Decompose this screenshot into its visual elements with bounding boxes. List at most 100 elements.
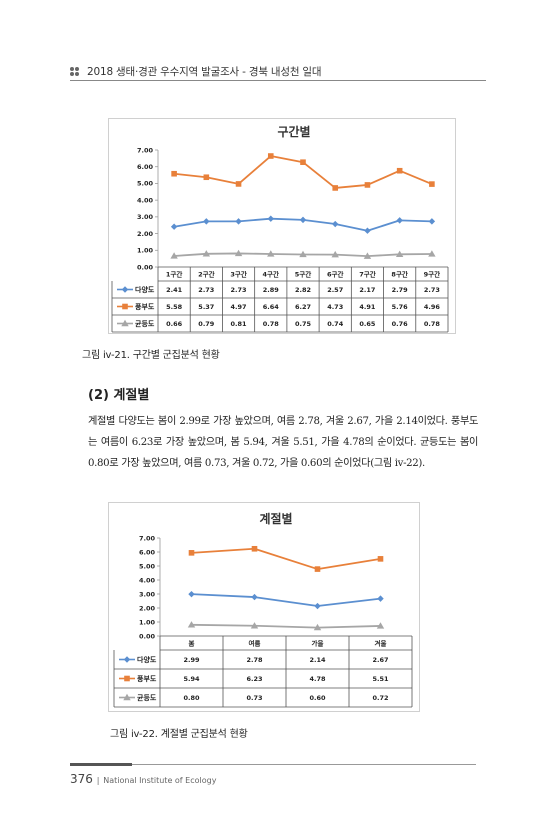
legend-entry: 풍부도	[135, 302, 155, 311]
y-tick-label: 1.00	[139, 618, 156, 626]
x-category-label: 봄	[189, 638, 195, 647]
data-point	[377, 595, 384, 602]
data-label: 6.23	[246, 675, 262, 683]
data-label: 2.14	[309, 656, 326, 664]
chart-frame	[108, 118, 456, 334]
series-line	[191, 547, 381, 570]
data-label: 4.73	[327, 303, 343, 311]
data-point	[188, 590, 195, 598]
data-point	[299, 216, 307, 224]
x-category-label: 9구간	[424, 269, 441, 278]
data-label: 2.73	[424, 286, 440, 294]
legend-marker	[121, 319, 129, 327]
chart-title: 구간별	[277, 124, 310, 139]
data-label: 2.73	[198, 286, 214, 294]
data-label: 2.79	[392, 286, 409, 294]
data-label: 5.51	[372, 675, 389, 683]
y-tick-label: 0.00	[139, 632, 156, 640]
data-label: 0.74	[327, 320, 344, 328]
data-point	[377, 556, 384, 562]
data-point	[396, 217, 403, 224]
legend-entry: 균등도	[135, 319, 155, 328]
running-header: 2018 생태·경관 우수지역 발굴조사 - 경북 내성천 일대	[70, 64, 322, 79]
y-tick-label: 3.00	[139, 590, 156, 598]
data-point	[428, 250, 436, 257]
body-paragraph: 계절별 다양도는 봄이 2.99로 가장 높았으며, 여름 2.78, 겨울 2…	[88, 416, 478, 469]
legend-marker	[124, 675, 130, 682]
data-point	[364, 182, 371, 188]
legend-marker	[121, 286, 129, 293]
footer: 376 | National Institute of Ecology	[70, 772, 216, 786]
y-tick-label: 7.00	[137, 146, 154, 154]
data-label: 2.17	[359, 286, 375, 294]
data-label: 5.37	[198, 303, 214, 311]
data-label: 2.89	[263, 286, 280, 294]
data-point	[299, 250, 307, 258]
x-category-label: 7구간	[359, 269, 376, 278]
running-header-text: 2018 생태·경관 우수지역 발굴조사 - 경북 내성천 일대	[87, 66, 322, 78]
section-heading: (2) 계절별	[88, 388, 150, 403]
x-category-label: 8구간	[391, 269, 408, 278]
y-tick-label: 1.00	[137, 247, 154, 255]
data-point	[203, 218, 210, 225]
data-label: 2.82	[295, 286, 311, 294]
data-label: 0.60	[309, 694, 326, 702]
data-point	[170, 252, 178, 259]
legend-entry: 다양도	[135, 285, 155, 294]
data-point	[251, 545, 258, 552]
x-category-label: 5구간	[295, 269, 312, 278]
y-tick-label: 2.00	[139, 604, 156, 612]
series-line	[191, 623, 381, 629]
series-line	[191, 593, 381, 607]
data-label: 2.73	[231, 286, 247, 294]
data-point	[170, 223, 178, 230]
data-label: 5.58	[166, 303, 183, 311]
data-label: 0.72	[372, 694, 388, 702]
data-point	[171, 170, 177, 177]
y-tick-label: 4.00	[139, 576, 156, 584]
data-label: 5.94	[183, 675, 200, 683]
data-point	[234, 249, 243, 257]
data-point	[395, 250, 404, 257]
y-tick-label: 6.00	[137, 163, 154, 171]
data-point	[314, 566, 321, 572]
data-point	[332, 185, 339, 191]
data-label: 2.99	[183, 656, 200, 664]
x-category-label: 6구간	[327, 269, 344, 278]
data-label: 5.76	[392, 303, 409, 311]
legend-marker	[123, 656, 131, 663]
footer-org: National Institute of Ecology	[103, 776, 217, 785]
data-label: 4.91	[359, 303, 376, 311]
data-label: 0.79	[198, 320, 215, 328]
data-label: 0.78	[263, 320, 280, 328]
data-label: 0.80	[183, 694, 200, 702]
y-tick-label: 5.00	[139, 562, 156, 570]
data-label: 2.57	[327, 286, 343, 294]
x-category-label: 4구간	[263, 269, 280, 278]
data-label: 0.78	[424, 320, 441, 328]
data-point	[267, 153, 274, 159]
data-label: 2.41	[166, 286, 183, 294]
data-label: 6.64	[263, 303, 280, 311]
data-label: 0.73	[246, 694, 262, 702]
x-category-label: 2구간	[198, 269, 215, 278]
legend-entry: 풍부도	[137, 674, 157, 683]
data-point	[331, 250, 339, 258]
data-point	[332, 220, 339, 228]
chart-svg: 구간별 0.00 1.00 2.00 3.00 4.00 5.00 6.00 7.00 1구간 2구…	[108, 118, 456, 334]
footer-bar	[70, 763, 132, 766]
y-tick-label: 0.00	[137, 263, 154, 271]
y-tick-label: 6.00	[139, 548, 156, 556]
data-label: 6.27	[295, 303, 311, 311]
data-point	[267, 215, 274, 222]
data-point	[188, 550, 195, 556]
x-category-label: 여름	[249, 638, 261, 647]
data-point	[250, 622, 259, 629]
legend-marker	[122, 303, 128, 310]
legend-entry: 균등도	[137, 693, 157, 702]
data-point	[187, 621, 196, 628]
data-point	[429, 181, 435, 187]
data-label: 4.96	[424, 303, 441, 311]
data-label: 0.75	[295, 320, 312, 328]
